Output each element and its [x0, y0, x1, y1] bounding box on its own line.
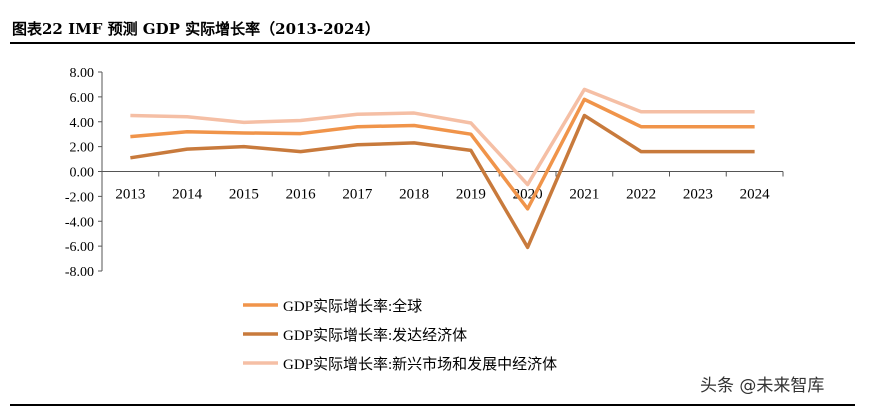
x-tick-label: 2017 [342, 187, 373, 203]
y-tick-label: 4.00 [70, 116, 95, 131]
x-tick-label: 2015 [229, 187, 259, 203]
y-tick-label: 2.00 [70, 141, 95, 156]
bottom-rule [10, 404, 855, 406]
series-line-1 [130, 113, 755, 250]
y-tick-label: -2.00 [65, 190, 94, 205]
x-tick-label: 2013 [115, 187, 145, 203]
y-tick-label: 8.00 [70, 66, 95, 81]
x-tick-label: 2022 [626, 187, 656, 203]
x-tick-label: 2016 [286, 187, 317, 203]
watermark: 头条 @未来智库 [700, 376, 825, 396]
x-tick-label: 2014 [172, 187, 203, 203]
chart-title: 图表22 IMF 预测 GDP 实际增长率（2013-2024） [12, 20, 380, 38]
legend-label: GDP实际增长率:新兴市场和发展中经济体 [283, 356, 557, 373]
x-tick-label: 2019 [456, 187, 486, 203]
legend-label: GDP实际增长率:全球 [283, 297, 422, 315]
series-line-2 [130, 87, 755, 187]
x-tick-label: 2018 [399, 187, 429, 203]
x-tick-label: 2021 [569, 187, 599, 203]
x-tick-label: 2024 [740, 187, 771, 203]
series-line-0 [130, 97, 755, 211]
y-tick-label: -8.00 [65, 265, 94, 280]
y-tick-label: 6.00 [70, 91, 95, 106]
title-rule [10, 42, 855, 44]
y-tick-label: 0.00 [70, 166, 95, 181]
y-tick-label: -4.00 [65, 215, 94, 230]
x-tick-label: 2023 [683, 187, 713, 203]
legend-label: GDP实际增长率:发达经济体 [283, 327, 467, 344]
y-tick-label: -6.00 [65, 240, 94, 255]
